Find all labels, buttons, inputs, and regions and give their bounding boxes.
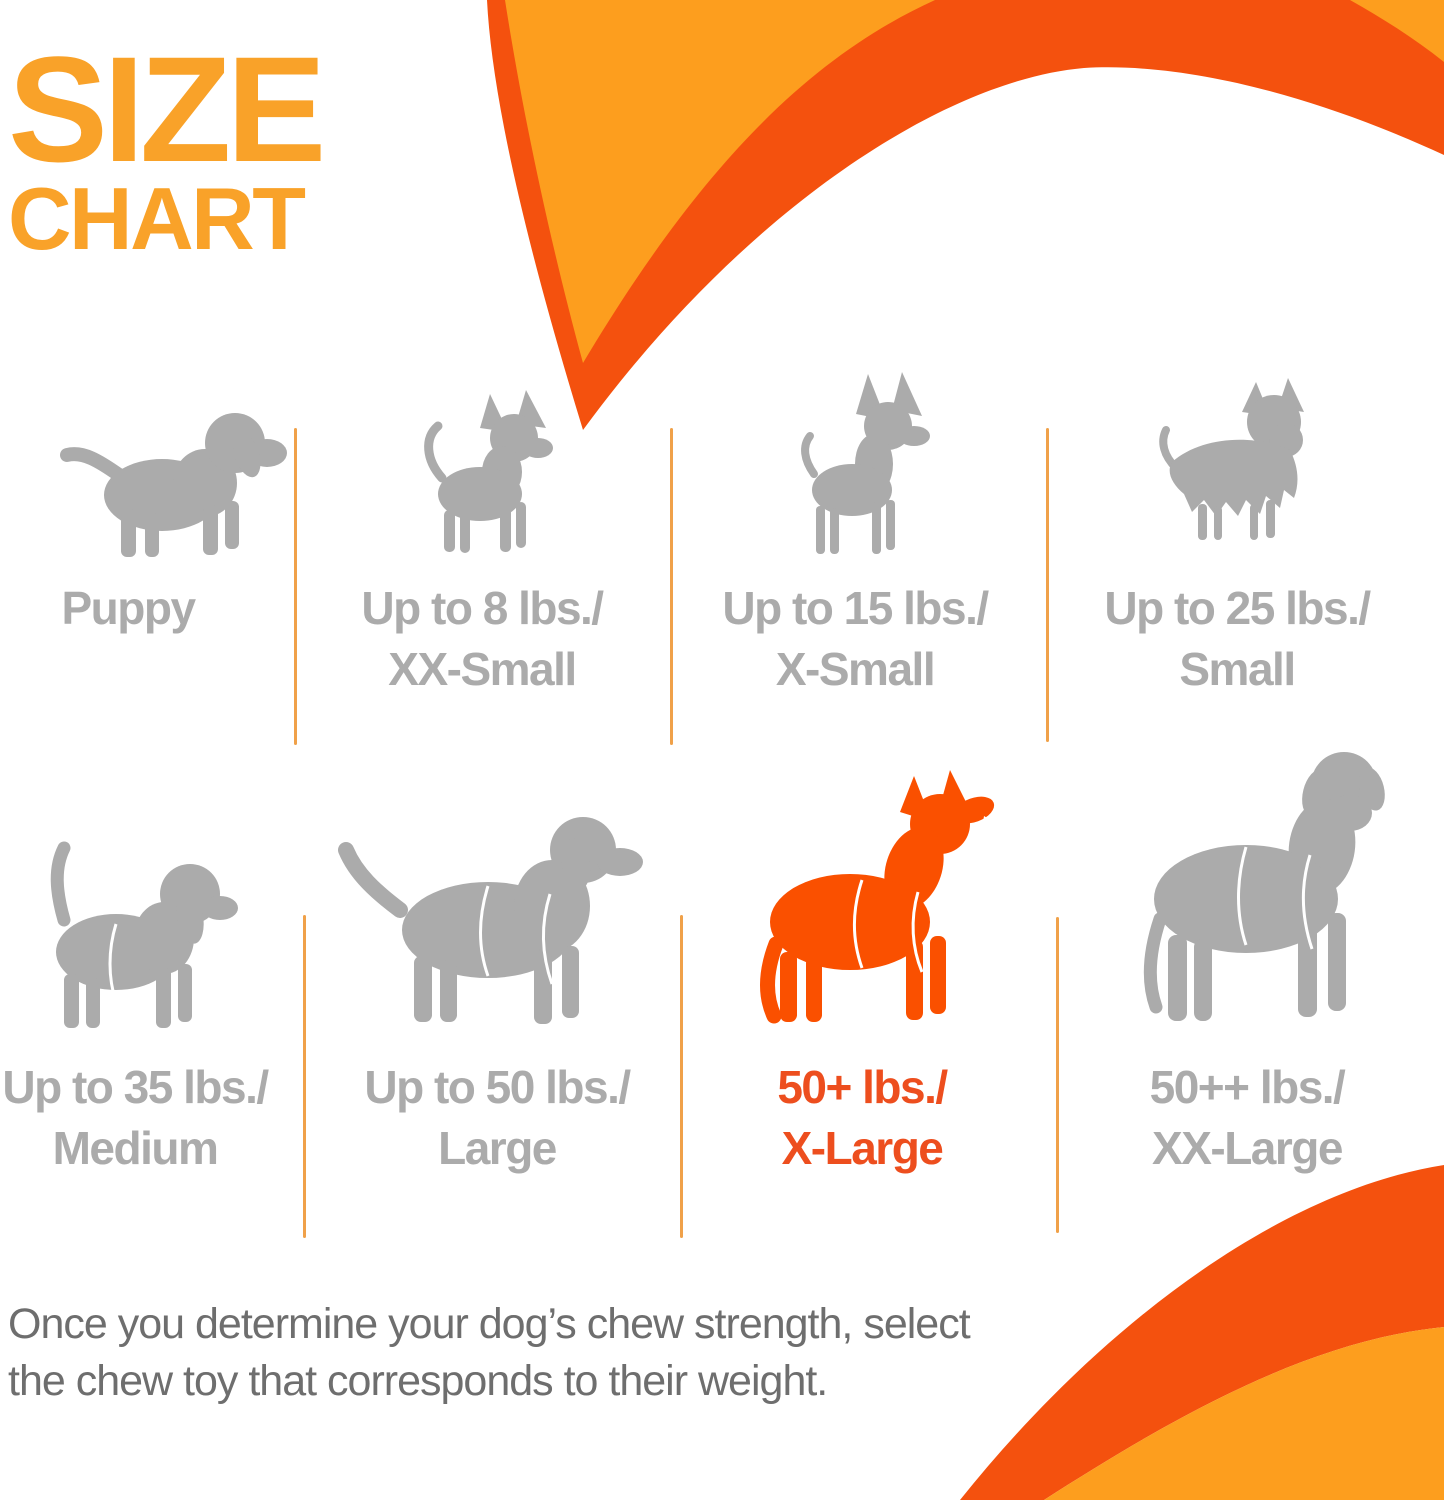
- dog-silhouette-chihuahua: [424, 390, 553, 553]
- size-label-small: Up to 25 lbs./ Small: [1085, 578, 1389, 700]
- size-label-puppy: Puppy: [8, 578, 248, 639]
- divider-row1-col1: [294, 428, 297, 745]
- size-label-x-large-highlighted: 50+ lbs./ X-Large: [710, 1057, 1014, 1179]
- size-label-large: Up to 50 lbs./ Large: [345, 1057, 649, 1179]
- size-text: X-Large: [781, 1122, 944, 1174]
- dog-silhouette-beagle: [50, 841, 238, 1028]
- size-text: XX-Small: [388, 643, 577, 695]
- size-text: X-Small: [775, 643, 936, 695]
- divider-row2-col3: [1056, 917, 1059, 1233]
- divider-row1-col2: [670, 428, 673, 745]
- weight-text: Up to 15 lbs./: [722, 582, 989, 634]
- divider-row2-col1: [303, 915, 306, 1238]
- page-title-chart: CHART: [8, 169, 306, 268]
- weight-text: 50++ lbs./: [1149, 1061, 1346, 1113]
- size-label-xx-large: 50++ lbs./ XX-Large: [1095, 1057, 1399, 1179]
- divider-row2-col2: [680, 915, 683, 1238]
- dog-silhouette-cattle-dog-highlighted: [759, 770, 1000, 1024]
- dog-silhouette-labrador: [338, 817, 643, 1024]
- dog-silhouette-miniature-pinscher: [801, 372, 930, 554]
- page-title-size: SIZE: [8, 25, 326, 193]
- weight-text: Up to 35 lbs./: [2, 1061, 269, 1113]
- size-text: Small: [1179, 643, 1296, 695]
- divider-row1-col3: [1046, 428, 1049, 742]
- dog-silhouette-great-dane: [1143, 752, 1385, 1021]
- size-text: Large: [438, 1122, 557, 1174]
- weight-text: 50+ lbs./: [777, 1061, 948, 1113]
- size-label-xx-small: Up to 8 lbs./ XX-Small: [330, 578, 634, 700]
- bottom-right-swoosh-decoration: [960, 1165, 1444, 1500]
- dog-silhouette-yorkshire-terrier: [1159, 378, 1304, 540]
- top-right-swoosh-decoration: [487, 0, 1444, 430]
- weight-text: Puppy: [61, 582, 196, 634]
- size-text: XX-Large: [1152, 1122, 1343, 1174]
- caption-line-2: the chew toy that corresponds to their w…: [8, 1357, 828, 1405]
- size-label-x-small: Up to 15 lbs./ X-Small: [703, 578, 1007, 700]
- caption-line-1: Once you determine your dog’s chew stren…: [8, 1300, 971, 1348]
- size-label-medium: Up to 35 lbs./ Medium: [0, 1057, 270, 1179]
- weight-text: Up to 25 lbs./: [1104, 582, 1371, 634]
- weight-text: Up to 8 lbs./: [361, 582, 604, 634]
- size-text: Medium: [52, 1122, 219, 1174]
- weight-text: Up to 50 lbs./: [364, 1061, 631, 1113]
- open-mouth-notch: [982, 816, 1000, 830]
- instruction-caption: Once you determine your dog’s chew stren…: [8, 1296, 971, 1410]
- dog-silhouette-puppy: [60, 413, 287, 557]
